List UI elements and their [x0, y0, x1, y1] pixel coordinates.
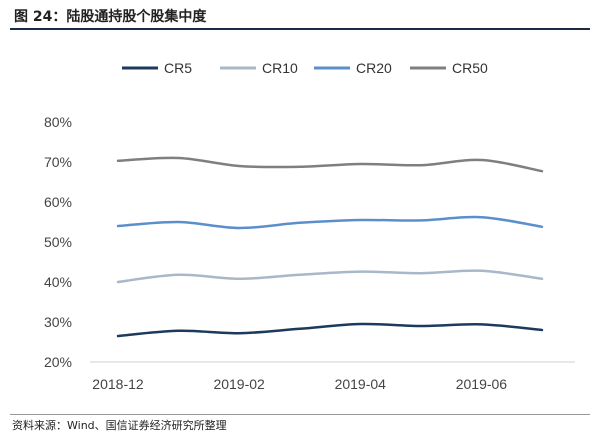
y-tick-label: 60% — [44, 194, 72, 210]
figure-title: 图 24：陆股通持股个股集中度 — [10, 4, 590, 30]
legend-label: CR5 — [164, 60, 192, 76]
series-line-cr10 — [116, 269, 544, 284]
y-tick-label: 70% — [44, 154, 72, 170]
series-lines — [116, 156, 544, 338]
x-axis-tick-labels: 2018-12 2019-02 2019-04 2019-06 — [92, 376, 507, 392]
series-line-cr50 — [116, 156, 544, 173]
y-axis-tick-labels: 20% 30% 40% 50% 60% 70% 80% — [44, 114, 72, 370]
chart-container: CR5 CR10 CR20 CR50 20% 30% 40% 50% 60% 70% 80% 20… — [10, 40, 590, 410]
legend-label: CR50 — [452, 60, 488, 76]
series-line-cr5 — [116, 322, 544, 338]
legend-label: CR20 — [356, 60, 392, 76]
series-line-cr20 — [116, 215, 544, 230]
x-tick-label: 2019-06 — [456, 376, 508, 392]
legend: CR5 CR10 CR20 CR50 — [122, 60, 488, 76]
y-tick-label: 80% — [44, 114, 72, 130]
figure-source: 资料来源：Wind、国信证券经济研究所整理 — [10, 414, 590, 436]
y-tick-label: 30% — [44, 314, 72, 330]
y-tick-label: 40% — [44, 274, 72, 290]
y-tick-label: 20% — [44, 354, 72, 370]
x-tick-label: 2018-12 — [92, 376, 144, 392]
legend-label: CR10 — [262, 60, 298, 76]
x-tick-label: 2019-02 — [213, 376, 265, 392]
line-chart: CR5 CR10 CR20 CR50 20% 30% 40% 50% 60% 70% 80% 20… — [44, 60, 575, 392]
x-tick-label: 2019-04 — [335, 376, 387, 392]
y-tick-label: 50% — [44, 234, 72, 250]
